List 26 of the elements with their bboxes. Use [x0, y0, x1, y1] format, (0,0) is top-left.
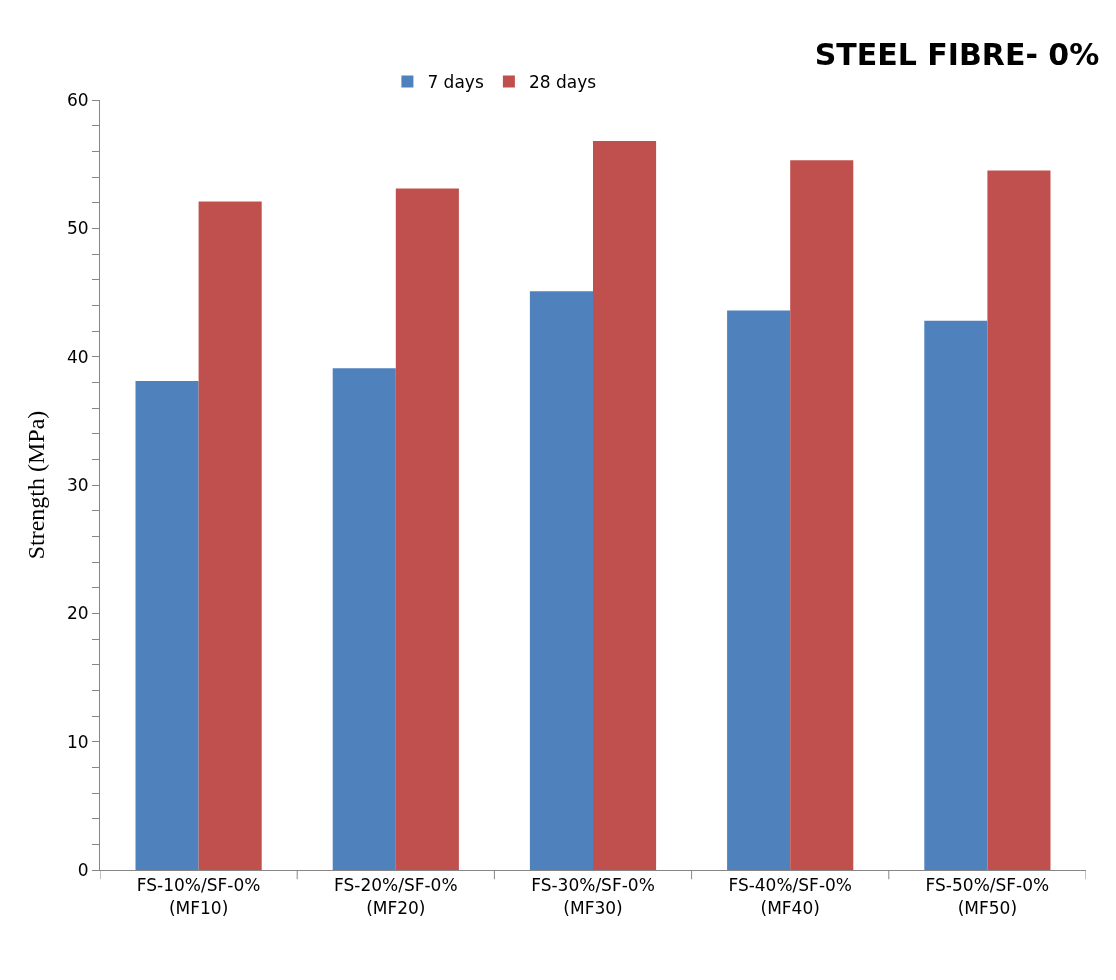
y-tick-label: 20 — [66, 603, 89, 624]
bar — [198, 201, 262, 870]
bar — [529, 291, 593, 870]
y-tick-label: 50 — [66, 218, 89, 239]
bar — [395, 188, 459, 870]
x-tick-label: FS-30%/SF-0% (MF30) — [531, 875, 655, 918]
bar — [332, 368, 396, 870]
bar — [135, 381, 199, 870]
y-tick-label: 10 — [66, 731, 89, 752]
legend-label: 28 days — [528, 72, 597, 93]
x-tick-label: FS-10%/SF-0% (MF10) — [136, 875, 261, 918]
x-tick-label: FS-20%/SF-0% (MF20) — [334, 875, 458, 918]
chart-title: STEEL FIBRE- 0% — [814, 37, 1100, 73]
y-tick-label: 40 — [66, 346, 89, 367]
x-tick-label: FS-40%/SF-0% (MF40) — [728, 875, 852, 918]
y-tick-label: 0 — [77, 859, 89, 880]
y-axis-title: Strength (MPa) — [23, 410, 50, 560]
y-tick-label: 60 — [66, 89, 89, 110]
y-tick-label: 30 — [66, 474, 89, 495]
bar — [790, 160, 854, 870]
bar — [924, 320, 988, 870]
bar — [987, 170, 1051, 870]
legend-label: 7 days — [427, 72, 484, 93]
x-tick-label: FS-50%/SF-0% (MF50) — [925, 875, 1050, 918]
bar — [593, 141, 657, 870]
bar — [727, 310, 791, 870]
